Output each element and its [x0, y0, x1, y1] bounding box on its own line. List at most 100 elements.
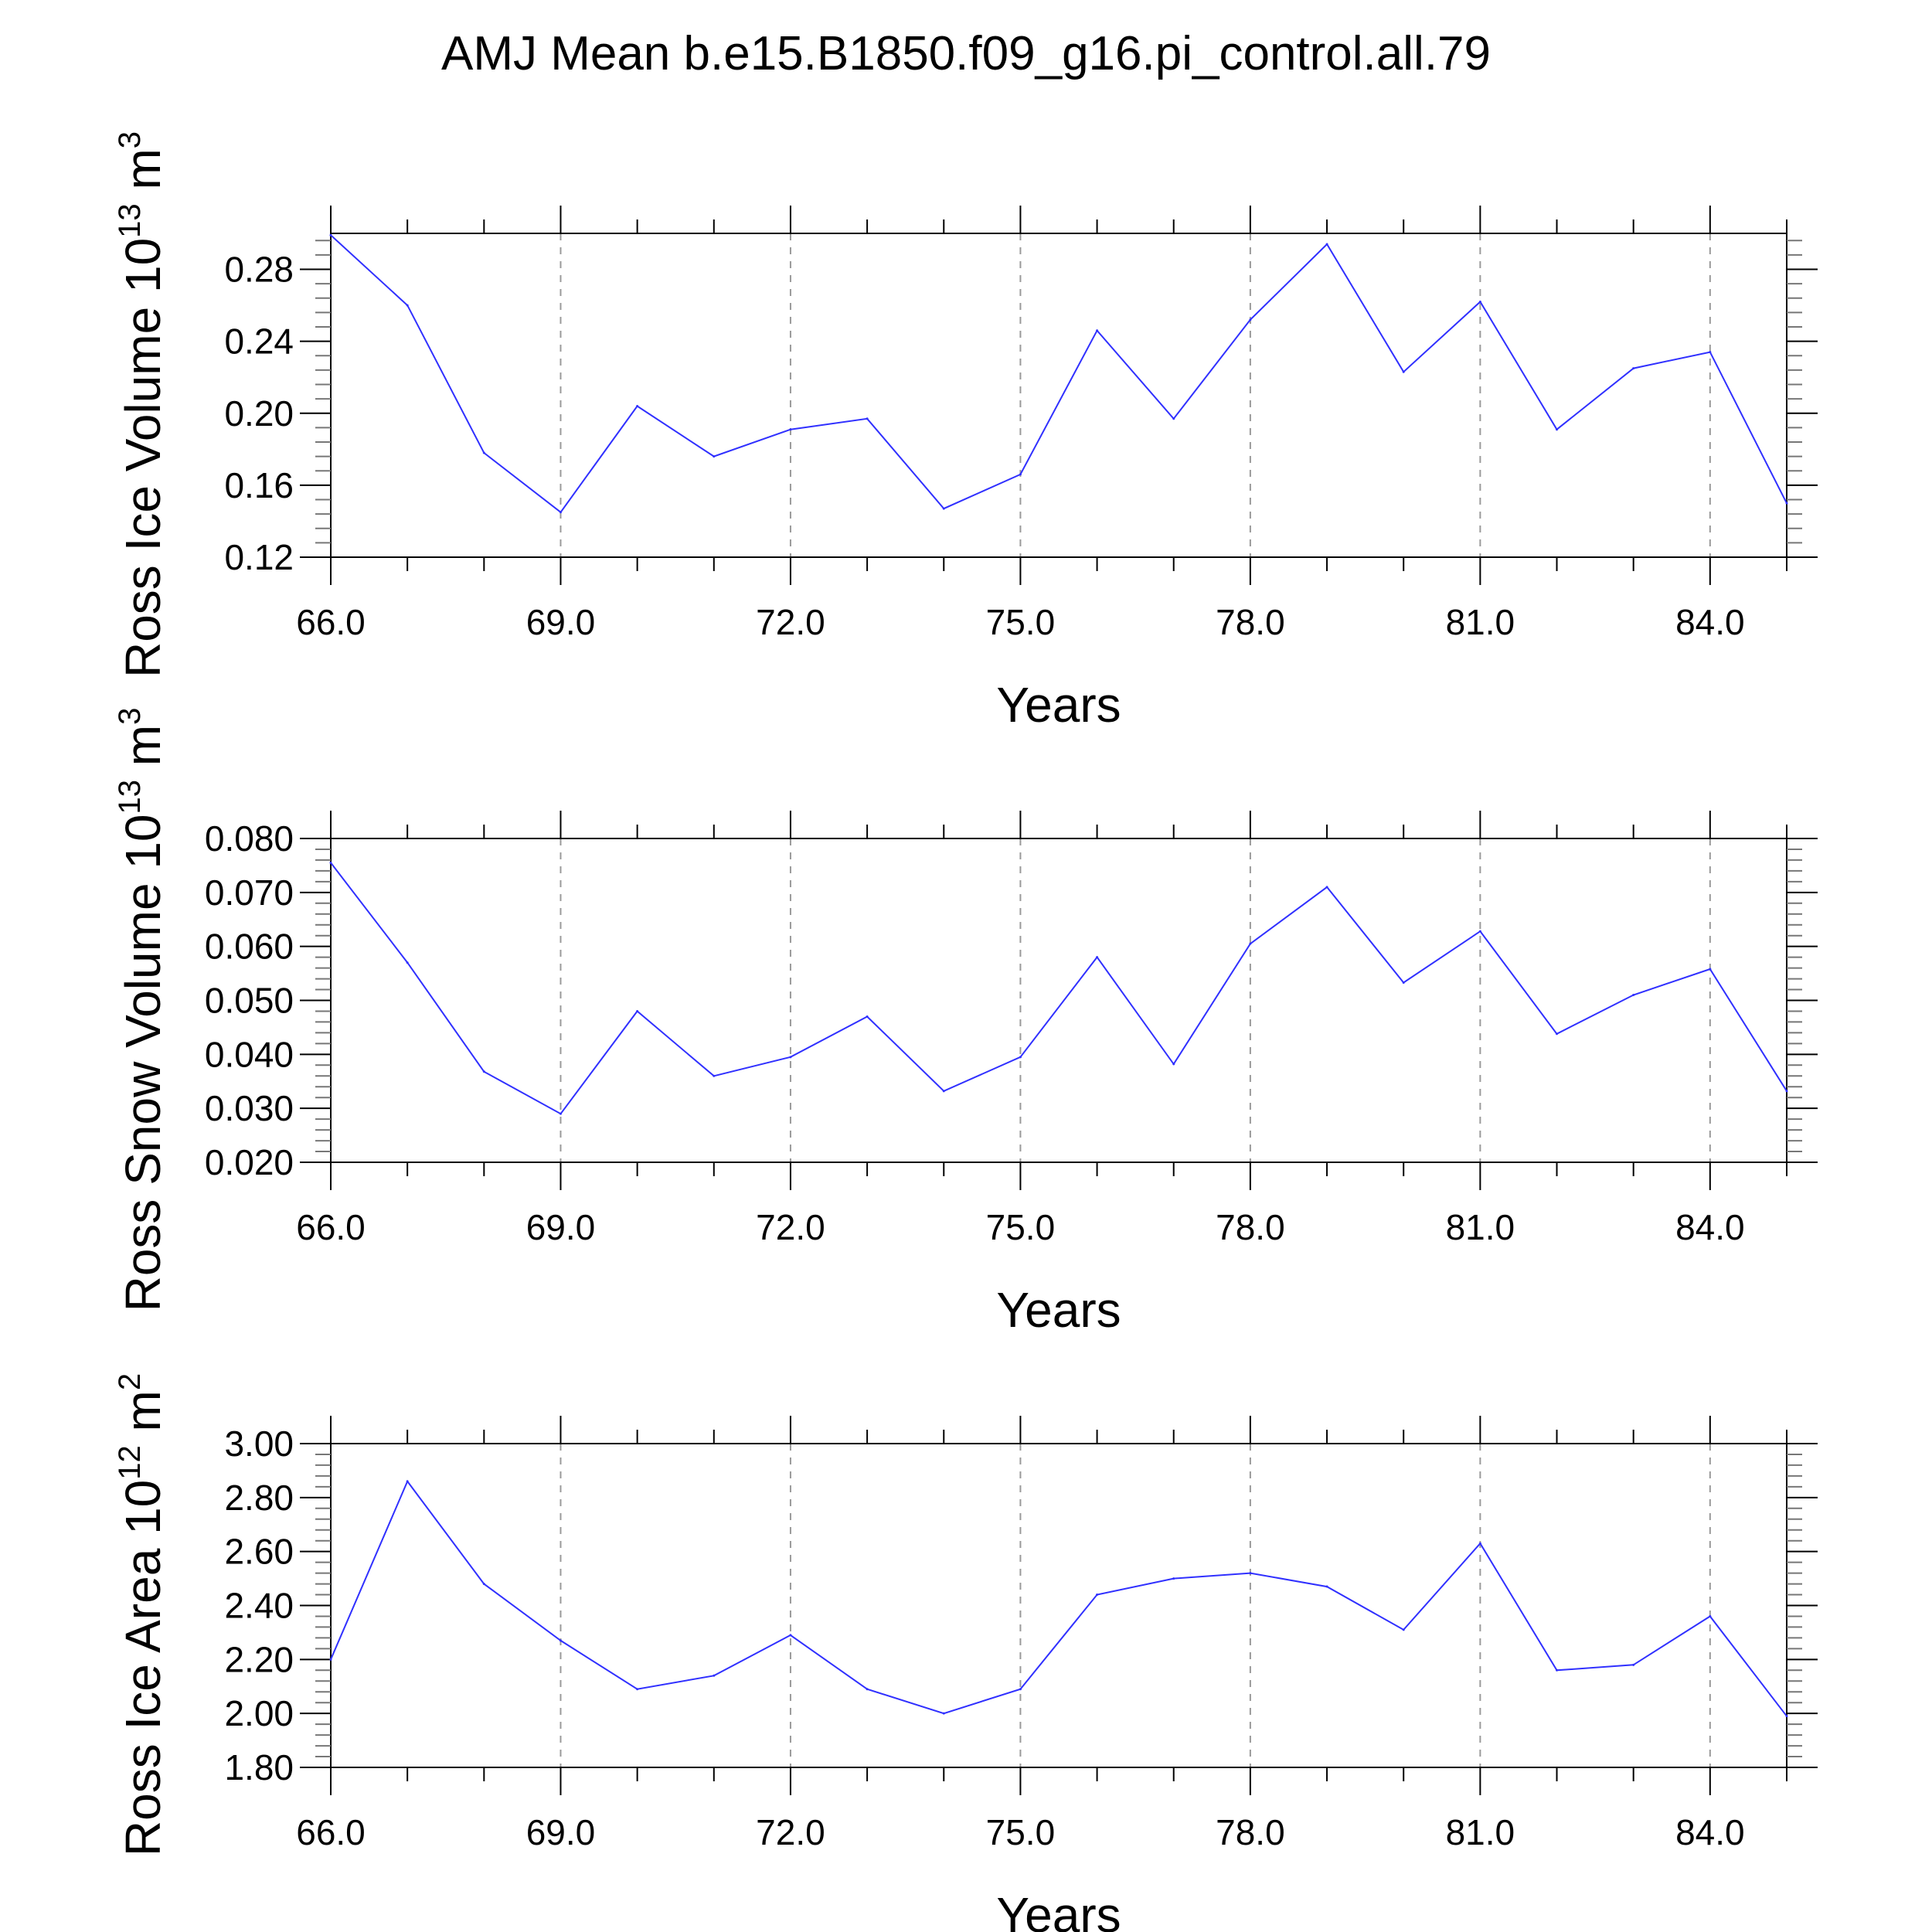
- data-point: [559, 1639, 562, 1642]
- data-point: [713, 1674, 716, 1677]
- y-tick-label: 0.24: [224, 321, 294, 362]
- y-tick-label: 0.040: [205, 1034, 294, 1074]
- x-tick-label: 72.0: [756, 602, 825, 642]
- data-point: [1632, 994, 1635, 997]
- data-point: [942, 1090, 945, 1093]
- x-tick-label: 66.0: [296, 1207, 366, 1247]
- data-point: [1709, 351, 1712, 354]
- data-point: [1709, 1614, 1712, 1617]
- x-tick-label: 78.0: [1216, 602, 1285, 642]
- y-tick-label: 2.00: [224, 1693, 294, 1733]
- data-point: [1325, 1585, 1328, 1588]
- y-tick-label: 2.80: [224, 1478, 294, 1518]
- data-point: [789, 1634, 792, 1637]
- x-tick-label: 69.0: [526, 1812, 596, 1852]
- x-axis-title: Years: [996, 1282, 1121, 1338]
- data-point: [1249, 318, 1252, 321]
- data-point: [329, 861, 332, 864]
- data-point: [1096, 1594, 1099, 1597]
- data-point: [866, 1015, 869, 1018]
- x-tick-label: 84.0: [1675, 602, 1745, 642]
- y-tick-label: 0.20: [224, 393, 294, 434]
- data-point: [406, 1480, 409, 1483]
- y-tick-label: 3.00: [224, 1423, 294, 1464]
- data-point: [866, 1688, 869, 1691]
- data-point: [406, 304, 409, 307]
- data-point: [713, 1074, 716, 1077]
- data-point: [482, 451, 485, 454]
- data-point: [1325, 243, 1328, 246]
- data-point: [866, 417, 869, 420]
- data-point: [636, 1688, 639, 1691]
- y-tick-label: 0.070: [205, 872, 294, 913]
- data-point: [1632, 1663, 1635, 1666]
- x-tick-label: 75.0: [986, 602, 1056, 642]
- data-point: [482, 1583, 485, 1586]
- x-tick-label: 72.0: [756, 1207, 825, 1247]
- data-point: [1478, 300, 1481, 303]
- y-tick-label: 0.16: [224, 465, 294, 505]
- y-axis-title: Ross Ice Volume 1013 m3: [113, 131, 171, 678]
- data-point: [329, 233, 332, 236]
- data-point: [1019, 1056, 1022, 1059]
- y-tick-label: 0.080: [205, 818, 294, 859]
- x-tick-label: 69.0: [526, 1207, 596, 1247]
- data-point: [1632, 367, 1635, 370]
- data-point: [1249, 1572, 1252, 1575]
- chart-title: AMJ Mean b.e15.B1850.f09_g16.pi_control.…: [441, 27, 1491, 80]
- data-point: [1785, 1090, 1788, 1093]
- x-tick-label: 69.0: [526, 602, 596, 642]
- data-point: [559, 1112, 562, 1115]
- chart-panel-3: 66.0 69.0 72.0 75.0 78.0 81.0 84.0 1.80 2.00 2.20…: [113, 1373, 1818, 1932]
- x-tick-label: 84.0: [1675, 1207, 1745, 1247]
- data-point: [1556, 428, 1559, 431]
- x-tick-label: 66.0: [296, 602, 366, 642]
- y-tick-label: 1.80: [224, 1747, 294, 1787]
- x-axis-title: Years: [996, 677, 1121, 733]
- x-tick-label: 78.0: [1216, 1812, 1285, 1852]
- data-point: [406, 961, 409, 964]
- y-tick-label: 0.050: [205, 981, 294, 1021]
- y-tick-label: 0.28: [224, 250, 294, 290]
- y-tick-label: 2.60: [224, 1532, 294, 1572]
- data-point: [1709, 968, 1712, 971]
- data-point: [1402, 370, 1405, 373]
- data-point: [1402, 1628, 1405, 1631]
- data-point: [482, 1070, 485, 1073]
- y-tick-label: 0.020: [205, 1142, 294, 1182]
- x-tick-label: 78.0: [1216, 1207, 1285, 1247]
- data-point: [1019, 473, 1022, 476]
- data-point: [1325, 886, 1328, 889]
- data-point: [559, 511, 562, 514]
- data-point: [1172, 1577, 1175, 1580]
- data-point: [1785, 502, 1788, 505]
- chart-panel-2: 66.0 69.0 72.0 75.0 78.0 81.0 84.0 0.020 0.030 0.…: [113, 708, 1818, 1338]
- plot-frame: [330, 233, 1787, 558]
- data-point: [1096, 329, 1099, 332]
- data-point: [1172, 417, 1175, 420]
- data-point: [942, 1712, 945, 1715]
- data-point: [1096, 956, 1099, 959]
- data-point: [636, 404, 639, 407]
- data-point: [1478, 930, 1481, 933]
- data-point: [329, 1658, 332, 1661]
- y-tick-label: 2.40: [224, 1586, 294, 1626]
- series-line: [330, 1479, 1787, 1717]
- x-tick-label: 81.0: [1446, 602, 1515, 642]
- x-axis-title: Years: [996, 1887, 1121, 1932]
- data-point: [789, 1056, 792, 1059]
- y-tick-label: 0.060: [205, 927, 294, 967]
- y-tick-label: 0.12: [224, 537, 294, 577]
- data-point: [1556, 1032, 1559, 1036]
- data-point: [1019, 1688, 1022, 1691]
- series-line: [330, 862, 1787, 1115]
- x-tick-label: 72.0: [756, 1812, 825, 1852]
- y-axis-title: Ross Snow Volume 1013 m3: [113, 708, 171, 1312]
- data-point: [713, 455, 716, 458]
- chart-panel-1: 66.0 69.0 72.0 75.0 78.0 81.0 84.0 0.12 0.16 0.20…: [113, 131, 1818, 733]
- data-point: [1249, 942, 1252, 945]
- y-axis-title: Ross Ice Area 1012 m2: [113, 1373, 171, 1856]
- plot-frame: [330, 838, 1787, 1163]
- series-line: [330, 234, 1787, 514]
